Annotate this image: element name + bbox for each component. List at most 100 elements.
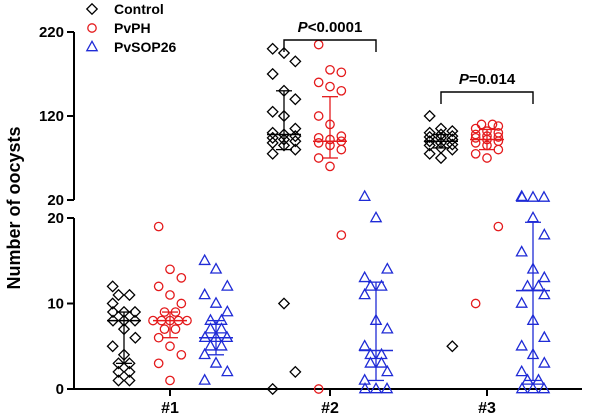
data-point: [289, 122, 302, 135]
data-point: [198, 253, 211, 266]
data-point: [325, 81, 335, 92]
data-point: [277, 109, 291, 123]
data-point: [128, 314, 142, 327]
data-point: [153, 332, 164, 343]
data-point: [470, 123, 481, 134]
data-point: [123, 365, 136, 379]
data-point: [423, 147, 436, 160]
data-point: [434, 151, 448, 165]
data-point: [493, 144, 504, 155]
data-point: [470, 148, 481, 159]
legend-label-pvsop26: PvSOP26: [114, 39, 176, 55]
data-point: [289, 135, 302, 148]
data-point: [170, 307, 181, 317]
data-point: [515, 190, 529, 202]
data-point: [277, 297, 291, 310]
data-point: [434, 128, 448, 141]
data-point: [487, 119, 498, 130]
legend: Control PvPH PvSOP26: [85, 1, 176, 55]
data-point: [423, 139, 436, 152]
data-point: [446, 138, 459, 151]
data-point: [204, 339, 217, 351]
group-pvph-1: [148, 221, 192, 386]
data-point: [336, 131, 347, 142]
data-point: [266, 67, 279, 81]
data-point: [493, 121, 504, 131]
data-point: [325, 134, 335, 145]
data-point: [364, 356, 377, 368]
data-point: [336, 230, 347, 240]
data-point: [470, 138, 481, 148]
data-point: [493, 132, 504, 142]
data-point: [336, 67, 347, 78]
x-tick-label-3: #3: [478, 400, 496, 416]
legend-label-control: Control: [114, 1, 164, 17]
data-point: [364, 279, 377, 291]
data-point: [289, 130, 302, 143]
data-point: [277, 84, 291, 97]
data-point: [117, 314, 131, 327]
data-point: [515, 381, 529, 394]
data-point: [423, 109, 436, 123]
data-point: [526, 190, 540, 202]
data-point: [358, 287, 371, 300]
data-point: [381, 364, 394, 377]
legend-marker-pvsop26: [85, 39, 99, 52]
data-point: [215, 322, 228, 334]
data-point: [446, 125, 459, 138]
data-point: [515, 296, 528, 308]
group-control-2: [266, 42, 302, 396]
data-point: [123, 357, 136, 370]
data-point: [204, 322, 217, 334]
data-point: [537, 190, 551, 202]
data-point: [106, 297, 119, 310]
data-point: [215, 339, 228, 351]
data-point: [358, 270, 371, 283]
group-pvph-3: [470, 119, 504, 309]
data-point: [176, 349, 187, 360]
axes: 20 120 220 0 10 20 #1 #2 #3: [39, 24, 582, 416]
data-point: [198, 347, 211, 360]
data-point: [369, 313, 383, 325]
data-point: [434, 122, 448, 135]
y-tick-label: 220: [39, 24, 64, 41]
data-point: [493, 221, 504, 232]
data-point: [375, 356, 388, 368]
data-point: [336, 144, 347, 155]
data-point: [176, 272, 187, 283]
data-point: [358, 189, 371, 201]
data-point: [526, 262, 540, 274]
data-point: [515, 245, 528, 257]
data-point: [221, 279, 234, 291]
data-point: [532, 373, 545, 385]
data-point: [266, 105, 279, 118]
data-point: [358, 381, 372, 394]
data-point: [381, 322, 394, 334]
data-point: [198, 373, 211, 385]
data-point: [106, 340, 119, 353]
data-point: [123, 374, 136, 387]
data-point: [112, 365, 125, 379]
data-point: [277, 139, 291, 152]
group-pvph-2: [313, 39, 347, 394]
data-point: [515, 339, 528, 351]
data-point: [313, 153, 324, 163]
data-point: [381, 262, 394, 274]
data-point: [123, 288, 136, 302]
group-control-1: [106, 280, 142, 387]
significance-bracket: [440, 91, 534, 104]
data-point: [209, 330, 223, 343]
data-point: [117, 305, 131, 319]
y-axis-label: Number of oocysts: [4, 126, 24, 289]
data-point: [289, 55, 302, 68]
data-point: [289, 143, 302, 156]
y-tick-label: 20: [47, 192, 64, 209]
data-point: [325, 119, 335, 130]
data-point: [482, 134, 492, 145]
data-point: [482, 153, 492, 163]
data-point: [266, 382, 279, 396]
data-point: [277, 133, 291, 146]
data-point: [515, 364, 528, 377]
y-tick-label: 0: [56, 381, 64, 398]
